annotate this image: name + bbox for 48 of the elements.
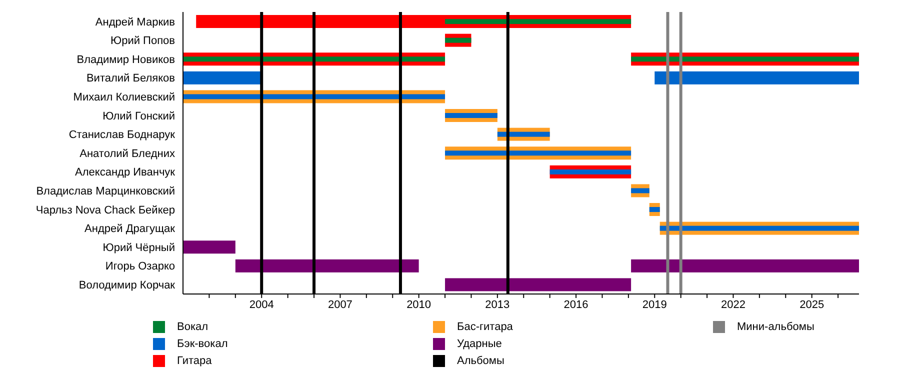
legend-label: Ударные <box>457 338 502 350</box>
bar <box>183 94 446 100</box>
bar <box>183 71 262 84</box>
bar <box>631 259 859 272</box>
bar <box>183 56 446 62</box>
bar <box>445 150 632 156</box>
bar <box>235 259 419 272</box>
y-tick-label: Владимир Новиков <box>76 54 176 66</box>
bar <box>445 278 632 292</box>
x-tick-label: 2025 <box>800 298 824 311</box>
bar <box>445 113 498 118</box>
legend-label: Мини-альбомы <box>737 320 814 332</box>
x-tick-label: 2007 <box>328 298 352 311</box>
bar <box>445 19 632 24</box>
y-tick-label: Анатолий Бледних <box>80 148 176 160</box>
y-tick-label: Володимир Корчак <box>78 279 176 292</box>
x-tick-label: 2022 <box>720 298 746 311</box>
y-tick-label: Юлий Гонский <box>102 110 175 122</box>
y-tick-label: Игорь Озарко <box>105 260 175 273</box>
bar <box>660 226 859 231</box>
y-tick-label: Чарльз Nova Chack Бейкер <box>36 204 175 216</box>
y-tick-label: Александр Иванчук <box>75 166 176 179</box>
y-tick-label: Станислав Боднарук <box>68 129 176 142</box>
bar <box>631 56 859 62</box>
y-tick-label: Юрий Чёрный <box>102 242 175 254</box>
x-tick-label: 2016 <box>564 298 588 311</box>
y-tick-label: Михаил Колиевский <box>73 91 175 104</box>
bar <box>497 132 550 137</box>
legend-label: Альбомы <box>457 354 504 366</box>
legend-label: Вокал <box>177 320 208 332</box>
y-tick-label: Владислав Марцинковский <box>36 185 175 198</box>
bar <box>445 38 472 43</box>
x-tick-label: 2013 <box>485 298 510 311</box>
y-tick-label: Андрей Драгущак <box>84 223 176 236</box>
x-tick-label: 2010 <box>406 298 432 311</box>
x-tick-label: 2019 <box>642 298 667 311</box>
bar <box>183 240 236 254</box>
y-tick-label: Юрий Попов <box>110 35 176 48</box>
legend-label: Бас-гитара <box>457 320 513 332</box>
bar <box>631 188 650 194</box>
y-tick-label: Андрей Маркив <box>95 16 176 28</box>
bar <box>654 71 859 84</box>
legend-label: Гитара <box>177 354 212 366</box>
bar <box>649 207 660 212</box>
y-tick-label: Виталий Беляков <box>86 72 176 85</box>
legend-label: Бэк-вокал <box>177 338 228 350</box>
x-tick-label: 2004 <box>249 298 274 311</box>
bar <box>550 169 632 174</box>
